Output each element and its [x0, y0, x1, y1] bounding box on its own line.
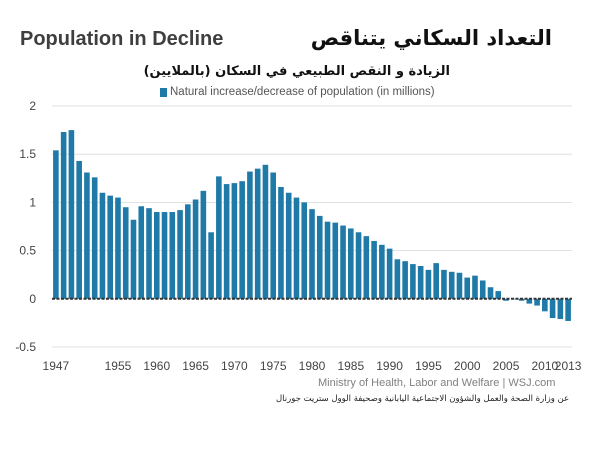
bar — [60, 132, 67, 299]
bar — [425, 269, 432, 299]
legend-swatch — [160, 87, 167, 97]
y-tick-label: -0.5 — [15, 340, 36, 354]
bar — [146, 208, 152, 299]
y-tick-label: 0.5 — [19, 244, 36, 258]
bar — [557, 298, 564, 320]
bar — [549, 298, 556, 319]
x-tick-label: 1960 — [143, 359, 170, 373]
x-tick-label: 1985 — [337, 359, 364, 373]
x-tick-label: 2000 — [454, 359, 481, 373]
bar — [456, 272, 463, 299]
bar — [285, 192, 292, 299]
bar — [161, 212, 168, 299]
bar — [115, 197, 121, 299]
x-tick-label: 2005 — [493, 359, 520, 373]
x-tick-label: 1990 — [376, 359, 403, 373]
bar — [402, 261, 408, 299]
bar — [53, 150, 59, 299]
bar — [301, 202, 308, 299]
x-tick-label: 1970 — [221, 359, 248, 373]
bar — [270, 172, 276, 299]
bar — [464, 277, 471, 299]
bar — [479, 280, 486, 299]
bar — [309, 209, 315, 299]
bar — [76, 160, 82, 299]
source-credit: Ministry of Health, Labor and Welfare | … — [318, 377, 556, 389]
bars — [53, 130, 571, 321]
bar — [316, 215, 323, 299]
bar — [371, 240, 377, 299]
bar — [340, 225, 346, 299]
y-tick-label: 0 — [29, 292, 36, 306]
bar — [448, 271, 455, 299]
chart-title-arabic: التعداد السكاني يتناقص — [310, 26, 552, 50]
bar — [417, 266, 424, 299]
bar — [177, 210, 183, 299]
bar — [185, 204, 191, 299]
legend: Natural increase/decrease of population … — [160, 86, 435, 98]
x-tick-label: 1975 — [260, 359, 287, 373]
y-tick-label: 1.5 — [19, 147, 36, 161]
bar — [324, 221, 331, 299]
bar — [239, 181, 245, 299]
bar — [91, 177, 98, 299]
bar — [472, 275, 478, 299]
bar — [254, 168, 261, 299]
bar — [441, 269, 447, 299]
x-tick-label: 1965 — [182, 359, 209, 373]
bar — [130, 219, 137, 299]
x-tick-label: 1955 — [105, 359, 132, 373]
y-tick-label: 1 — [29, 195, 36, 209]
chart-subtitle-arabic: الزيادة و النقص الطبيعي في السكان (بالمل… — [143, 64, 450, 79]
bar — [208, 232, 214, 299]
bar — [495, 291, 502, 299]
bar — [487, 287, 494, 299]
bar — [348, 228, 354, 299]
bar — [231, 183, 238, 299]
bar — [394, 259, 401, 299]
bar — [122, 207, 129, 299]
bar — [526, 298, 533, 304]
bar — [84, 172, 90, 299]
bar — [386, 248, 393, 299]
bar — [379, 244, 385, 299]
x-tick-label: 1947 — [43, 359, 70, 373]
bar — [138, 206, 145, 299]
bar — [293, 197, 300, 299]
bar — [153, 212, 160, 299]
bar — [410, 264, 416, 299]
bar — [278, 186, 284, 299]
bar — [223, 184, 230, 299]
bar — [332, 222, 339, 299]
bar — [542, 298, 548, 312]
bar — [99, 192, 106, 299]
bar — [169, 212, 176, 299]
bar — [363, 236, 370, 299]
source-credit-arabic: عن وزارة الصحة والعمل والشؤون الاجتماعية… — [276, 394, 570, 404]
bar — [216, 176, 222, 299]
x-tick-label: 2010 — [531, 359, 558, 373]
bar — [247, 171, 253, 299]
x-tick-label: 1995 — [415, 359, 442, 373]
bar — [68, 130, 75, 299]
bar — [192, 199, 199, 299]
bar — [107, 195, 113, 299]
bar — [355, 232, 362, 299]
chart-title: Population in Decline — [20, 28, 224, 50]
bar — [262, 164, 269, 299]
x-tick-label: 2013 — [555, 359, 582, 373]
legend-label: Natural increase/decrease of population … — [170, 86, 435, 98]
bar — [503, 298, 509, 301]
bar — [433, 263, 439, 299]
bar — [534, 298, 540, 306]
bar — [200, 190, 207, 299]
axes: -0.5 0 0.5 1 1.5 2 1947 1955 1960 1965 1970 1975 198… — [15, 99, 581, 373]
x-tick-label: 1980 — [299, 359, 326, 373]
y-tick-label: 2 — [29, 99, 36, 113]
bar — [565, 298, 571, 321]
